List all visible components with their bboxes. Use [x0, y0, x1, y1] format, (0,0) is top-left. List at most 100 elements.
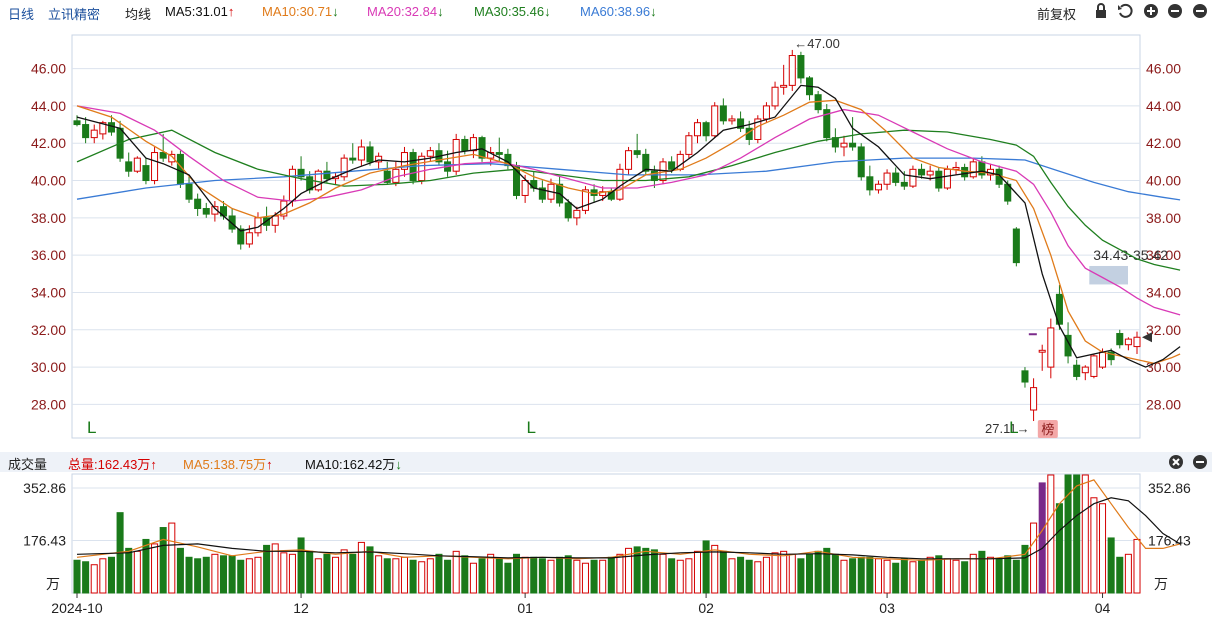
volume-bar-up [788, 553, 796, 594]
volume-bar-down [806, 553, 814, 594]
volume-unit-left: 万 [46, 576, 60, 592]
period-tab-daily[interactable]: 日线 [8, 7, 35, 22]
volume-bar-down [478, 558, 486, 594]
candle-down [461, 138, 469, 152]
candle-up [288, 168, 296, 202]
rank-badge-label: 榜 [1041, 422, 1054, 437]
volume-bar-down [512, 553, 521, 594]
volume-bar-down [797, 558, 805, 594]
volume-bar-up [599, 559, 607, 594]
candle-up [771, 86, 779, 107]
candle-up [711, 105, 719, 137]
minimize-icon[interactable] [1192, 3, 1208, 22]
candle-up [728, 118, 736, 122]
candle-up [943, 168, 951, 189]
candle-up [426, 150, 434, 157]
volume-bar-down [857, 556, 865, 594]
volume-bar-down [82, 561, 90, 594]
volume-bar-down [185, 556, 193, 594]
lock-icon[interactable] [1094, 3, 1108, 22]
candle-down [478, 137, 486, 159]
volume-bar-down [737, 556, 745, 594]
candle-up [357, 146, 365, 161]
candle-up [1047, 327, 1055, 368]
volume-bar-up [883, 559, 891, 594]
volume-bar-down [306, 550, 314, 594]
candle-down [323, 170, 331, 180]
volume-bar-up [693, 550, 702, 594]
candle-down [73, 120, 81, 126]
y-tick-label-right: 28.00 [1146, 396, 1181, 412]
adjust-button[interactable]: 前复权 [1037, 7, 1077, 22]
candle-down [1116, 333, 1124, 346]
volume-bar-up [469, 562, 477, 594]
volume-bar-down [323, 553, 331, 594]
volume-bar-up [676, 559, 684, 594]
volume-bar-down [125, 547, 133, 594]
volume-bar-up [728, 558, 736, 594]
x-tick-label: 04 [1095, 600, 1111, 616]
volume-bar-up [452, 550, 460, 594]
down-arrow-icon: ↓ [544, 4, 551, 19]
y-tick-label-left: 32.00 [31, 322, 66, 338]
candle-up [99, 122, 107, 135]
volume-bar-down [650, 549, 658, 594]
zoom-in-icon[interactable] [1143, 3, 1159, 22]
volume-bar-down [1021, 544, 1029, 594]
candle-down [961, 166, 969, 178]
volume-ma10-line [76, 497, 1181, 560]
price-plot-frame [71, 34, 1141, 439]
volume-bar-up [1099, 503, 1107, 594]
y-tick-label-right: 30.00 [1146, 359, 1181, 375]
candle-down [1107, 351, 1115, 361]
indicator-bar: 日线 立讯精密 均线 MA5:31.01↑ MA10:30.71↓ MA20:3… [0, 0, 1212, 24]
volume-bar-up [280, 552, 288, 594]
volume-bar-down [495, 558, 503, 594]
candle-down [702, 122, 710, 137]
volume-bar-up [1133, 538, 1141, 594]
rank-badge [1037, 420, 1058, 438]
candle-down [737, 118, 745, 129]
close-icon[interactable] [1168, 454, 1184, 473]
candle-up [762, 105, 770, 120]
volume-tick-right: 352.86 [1148, 480, 1191, 496]
volume-bar-down [564, 555, 572, 594]
candle-down [642, 153, 650, 172]
candle-down [564, 202, 572, 219]
stock-name: 立讯精密 [48, 7, 101, 22]
high-annotation: ←47.00 [794, 36, 840, 51]
ma30-line [76, 129, 1181, 271]
ma-label[interactable]: 均线 [125, 7, 152, 22]
up-arrow-icon: ↑ [266, 457, 273, 472]
candle-up [375, 155, 383, 163]
volume-bar-down [1116, 556, 1124, 594]
undo-icon[interactable] [1117, 3, 1133, 22]
volume-bar-down [590, 559, 598, 594]
minimize-volume-icon[interactable] [1192, 454, 1208, 473]
zoom-out-icon[interactable] [1167, 3, 1183, 22]
volume-bar-down [849, 558, 857, 594]
volume-bar-down [642, 547, 650, 594]
volume-bar-up [926, 556, 934, 594]
candle-down [1073, 364, 1081, 377]
candle-up [883, 172, 891, 185]
volume-bar-up [1038, 482, 1046, 594]
volume-bar-down [538, 558, 546, 594]
candle-up [926, 170, 934, 176]
x-tick-label: 12 [293, 600, 309, 616]
volume-bar-up [625, 547, 633, 594]
candle-down [142, 165, 150, 182]
candle-up [693, 122, 702, 137]
candle-up [1038, 349, 1046, 353]
candle-up [1099, 351, 1107, 368]
candle-up [469, 137, 477, 152]
candle-up [271, 215, 279, 226]
y-tick-label-right: 44.00 [1146, 98, 1181, 114]
candle-up [1133, 336, 1141, 348]
volume-bar-down [935, 555, 943, 594]
candle-down [935, 170, 943, 189]
volume-bar-up [487, 553, 495, 594]
candle-down [185, 183, 193, 200]
candle-up [418, 155, 426, 182]
